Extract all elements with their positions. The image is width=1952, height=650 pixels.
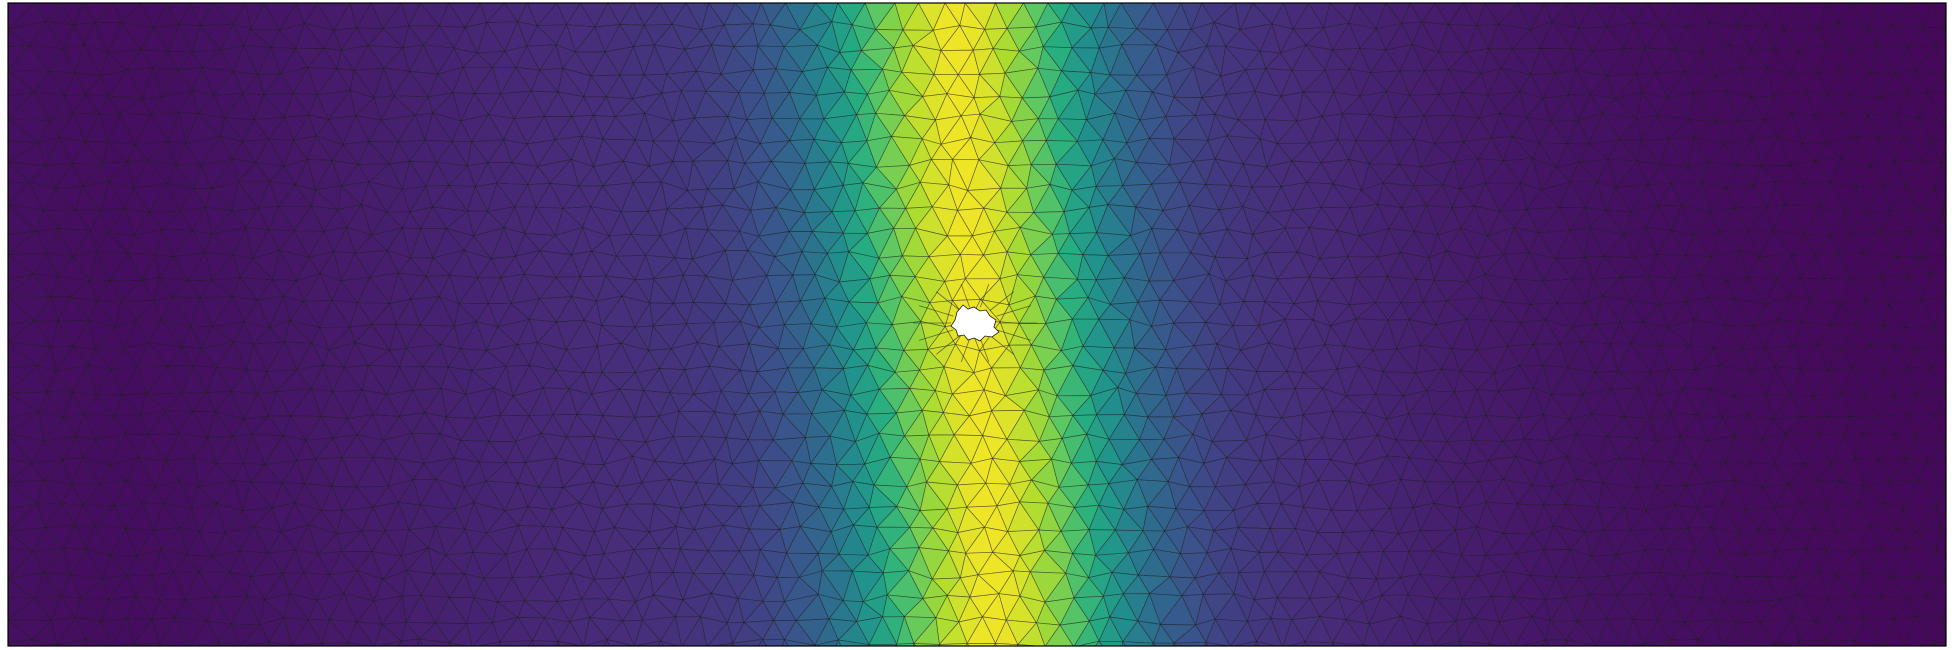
mesh-triangle [133, 643, 161, 646]
mesh-triangle [634, 645, 635, 646]
mesh-triangle [240, 645, 241, 646]
mesh-triangle [1798, 639, 1828, 646]
mesh-triangle [1045, 647, 1074, 650]
mesh-triangle [1935, 229, 1946, 255]
mesh-triangle [583, 645, 584, 646]
mesh-triangle [532, 640, 559, 646]
mesh-triangle [499, 640, 534, 646]
mesh-triangle [896, 643, 915, 646]
mesh-triangles [8, 3, 1946, 650]
mesh-triangle [938, 643, 968, 646]
mesh-triangle [1044, 645, 1046, 646]
mesh-triangle [1826, 639, 1857, 646]
mesh-triangle [1929, 273, 1946, 299]
mesh-triangle [913, 643, 940, 646]
mesh-triangle [1933, 322, 1946, 347]
mesh-triangle [400, 638, 420, 646]
mesh-triangle [762, 638, 785, 646]
mesh-triangle [1545, 639, 1567, 646]
mesh-triangle [966, 643, 996, 646]
mesh-triangle [1926, 91, 1946, 122]
mesh-triangle [111, 645, 112, 646]
mesh-triangle [1935, 45, 1946, 76]
mesh-triangle [1669, 639, 1699, 646]
mesh-triangle [868, 643, 898, 646]
mesh-triangle [994, 643, 1019, 646]
mesh-triangle [1930, 364, 1946, 393]
mesh-triangle [1230, 645, 1231, 646]
